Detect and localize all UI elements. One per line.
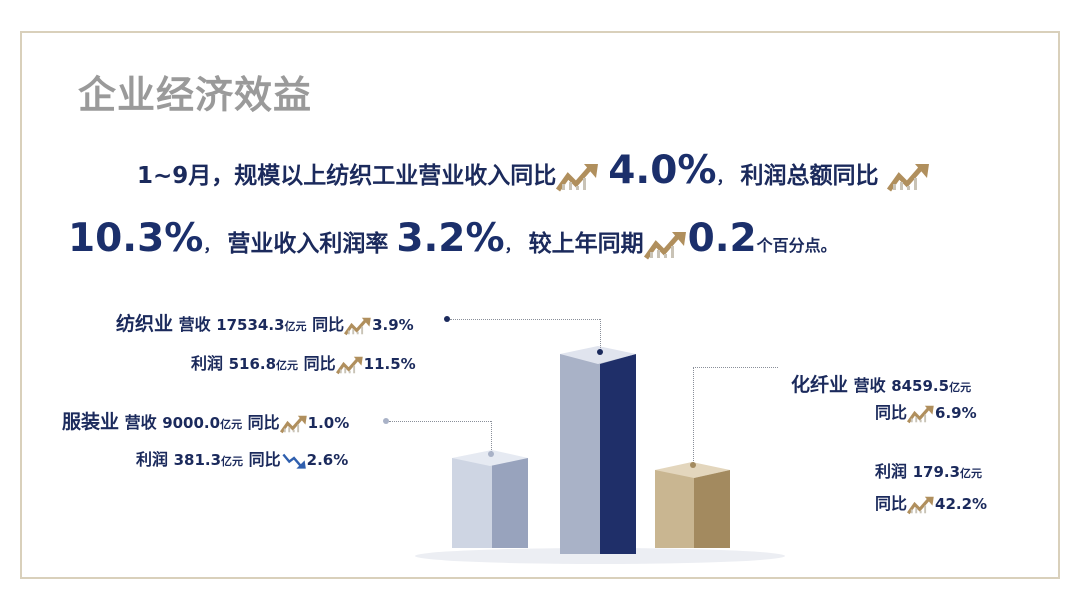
textile-connector-dot [444, 316, 450, 322]
slide-frame [20, 31, 1060, 579]
apparel-bar [452, 450, 528, 548]
yoy-label: 同比 [303, 354, 336, 373]
apparel-bar-dot [488, 451, 494, 457]
chemfiber-profit-value: 179.3 [912, 463, 961, 481]
trend-up-icon [643, 230, 688, 260]
textile-profit-value: 516.8 [228, 355, 277, 373]
profit-label: 利润 [191, 354, 224, 373]
yoy-label: 同比 [875, 403, 908, 422]
revenue-growth-value: 4.0% [608, 148, 717, 193]
apparel-revenue-value: 9000.0 [162, 414, 221, 432]
profit-label: 利润 [136, 450, 169, 469]
profit-label: 利润 [875, 462, 908, 481]
apparel-revenue-yoy: 1.0% [307, 414, 350, 432]
trend-up-icon [556, 162, 600, 192]
trend-up-icon [335, 355, 364, 375]
trend-up-icon [279, 414, 308, 434]
chemfiber-profit-yoy: 42.2% [935, 495, 988, 513]
comma: ， [716, 168, 733, 187]
chemfiber-profit-row: 利润 179.3亿元 [875, 458, 982, 482]
trend-up-icon [907, 404, 935, 424]
trend-up-icon [886, 162, 931, 192]
bars-shadow [415, 548, 785, 564]
revenue-label: 营收 [853, 376, 886, 395]
comma: ， [203, 236, 220, 255]
chemfiber-revenue-row: 化纤业 营收 8459.5亿元 [791, 370, 971, 397]
chemfiber-revenue-value: 8459.5 [891, 377, 950, 395]
chemfiber-connector-v [693, 367, 694, 463]
apparel-profit-value: 381.3 [173, 451, 222, 469]
unit: 亿元 [949, 381, 972, 394]
textile-profit-yoy: 11.5% [363, 355, 416, 373]
textile-bar-dot [597, 349, 603, 355]
chemfiber-revenue-yoy-row: 同比 6.9% [875, 399, 977, 424]
textile-connector-v [600, 319, 601, 352]
apparel-profit-yoy: 2.6% [306, 451, 349, 469]
margin-change-unit: 个百分点。 [756, 236, 837, 255]
textile-profit-row: 利润 516.8亿元 同比 11.5% [191, 350, 416, 375]
apparel-connector-h [389, 421, 491, 422]
unit: 亿元 [960, 467, 983, 480]
chemfiber-profit-yoy-row: 同比 42.2% [875, 490, 987, 515]
profit-growth-value: 10.3% [68, 216, 204, 261]
yoy-label: 同比 [248, 450, 281, 469]
chemfiber-sector-name: 化纤业 [791, 374, 849, 396]
textile-revenue-value: 17534.3 [216, 316, 285, 334]
apparel-profit-row: 利润 381.3亿元 同比 2.6% [136, 446, 348, 471]
textile-sector-name: 纺织业 [116, 313, 174, 335]
unit: 亿元 [276, 359, 299, 372]
chemfiber-revenue-yoy: 6.9% [935, 404, 977, 422]
chemfiber-connector-h [693, 367, 778, 368]
textile-connector-h [450, 319, 600, 320]
yoy-label: 同比 [312, 315, 345, 334]
textile-bar [560, 346, 636, 554]
trend-up-icon [907, 495, 935, 515]
summary-line-2: 10.3%， 营业收入利润率 3.2%， 较上年同期 0.2个百分点。 [68, 216, 837, 261]
unit: 亿元 [284, 320, 307, 333]
page-title: 企业经济效益 [78, 73, 313, 117]
summary-line-1: 1~9月，规模以上纺织工业营业收入同比 4.0%， 利润总额同比 [137, 148, 931, 193]
apparel-connector-v [491, 421, 492, 454]
margin-change-value: 0.2 [687, 216, 757, 261]
summary-text-margin: 营业收入利润率 [227, 231, 389, 257]
summary-text-profit: 利润总额同比 [740, 163, 879, 189]
trend-up-icon [344, 316, 372, 336]
revenue-label: 营收 [178, 315, 211, 334]
apparel-connector-dot [383, 418, 389, 424]
profit-margin-value: 3.2% [396, 216, 505, 261]
textile-revenue-yoy: 3.9% [372, 316, 414, 334]
sector-bars-illustration [415, 346, 785, 564]
yoy-label: 同比 [247, 413, 280, 432]
unit: 亿元 [220, 418, 243, 431]
apparel-sector-name: 服装业 [62, 411, 120, 433]
summary-text-compare: 较上年同期 [528, 231, 644, 257]
apparel-revenue-row: 服装业 营收 9000.0亿元 同比 1.0% [62, 407, 349, 434]
summary-text-rev: 1~9月，规模以上纺织工业营业收入同比 [137, 163, 557, 189]
unit: 亿元 [221, 455, 244, 468]
chemfiber-bar-dot [690, 462, 696, 468]
comma: ， [504, 236, 521, 255]
revenue-label: 营收 [124, 413, 157, 432]
yoy-label: 同比 [875, 494, 908, 513]
trend-down-icon [281, 451, 307, 471]
textile-revenue-row: 纺织业 营收 17534.3亿元 同比 3.9% [116, 309, 414, 336]
chemfiber-bar [655, 462, 730, 548]
